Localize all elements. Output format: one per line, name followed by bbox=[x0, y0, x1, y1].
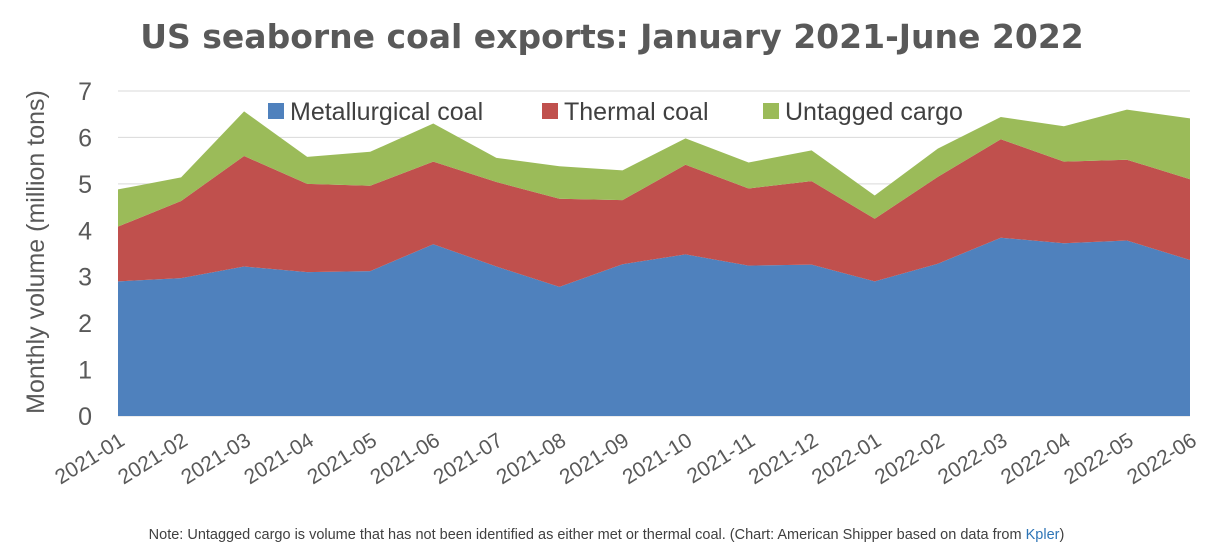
y-tick-label: 7 bbox=[78, 78, 92, 106]
y-tick-label: 2 bbox=[78, 310, 92, 338]
x-tick-label: 2021-01 bbox=[51, 429, 129, 489]
chart-title: US seaborne coal exports: January 2021-J… bbox=[140, 17, 1084, 56]
y-tick-label: 5 bbox=[78, 171, 92, 199]
x-tick-label: 2021-03 bbox=[177, 429, 255, 489]
x-tick-label: 2021-11 bbox=[683, 429, 759, 489]
x-tick-label: 2021-07 bbox=[429, 429, 507, 489]
x-tick-label: 2021-12 bbox=[745, 429, 823, 489]
x-tick-label: 2021-02 bbox=[114, 429, 192, 489]
y-tick-label: 3 bbox=[78, 264, 92, 292]
y-tick-label: 6 bbox=[78, 124, 92, 152]
plot-areas bbox=[118, 109, 1190, 416]
x-tick-label: 2022-02 bbox=[871, 429, 949, 489]
y-axis-label: Monthly volume (million tons) bbox=[22, 90, 50, 414]
y-tick-label: 0 bbox=[78, 403, 92, 431]
note-suffix: ) bbox=[1059, 527, 1065, 543]
x-tick-label: 2021-10 bbox=[619, 429, 697, 489]
legend: Metallurgical coal Thermal coal Untagged c… bbox=[268, 98, 963, 126]
legend-label-metallurgical-coal: Metallurgical coal bbox=[290, 98, 483, 126]
chart-svg: US seaborne coal exports: January 2021-J… bbox=[22, 17, 1201, 490]
x-tick-label: 2021-05 bbox=[303, 429, 381, 489]
legend-swatch-metallurgical-coal bbox=[268, 103, 284, 119]
x-tick-label: 2022-04 bbox=[997, 429, 1075, 490]
x-tick-label: 2022-03 bbox=[934, 429, 1012, 489]
x-tick-label: 2021-08 bbox=[493, 429, 571, 489]
source-link[interactable]: Kpler bbox=[1025, 527, 1060, 543]
legend-label-thermal-coal: Thermal coal bbox=[564, 98, 709, 126]
area-metallurgical-coal bbox=[118, 237, 1190, 416]
y-axis-ticks: 0 1 2 3 4 5 6 7 bbox=[78, 78, 92, 431]
x-tick-label: 2022-06 bbox=[1123, 429, 1201, 489]
x-tick-label: 2022-01 bbox=[808, 429, 886, 489]
x-tick-label: 2021-04 bbox=[240, 429, 318, 490]
area-thermal-coal bbox=[118, 139, 1190, 287]
legend-swatch-untagged-cargo bbox=[763, 103, 779, 119]
x-axis-ticks: 2021-012021-022021-032021-042021-052021-… bbox=[51, 429, 1201, 490]
note-text: Note: Untagged cargo is volume that has … bbox=[148, 527, 1026, 543]
x-tick-label: 2021-09 bbox=[556, 429, 634, 489]
y-tick-label: 4 bbox=[78, 217, 92, 245]
legend-label-untagged-cargo: Untagged cargo bbox=[785, 98, 963, 126]
x-tick-label: 2022-05 bbox=[1060, 429, 1138, 489]
chart-note: Note: Untagged cargo is volume that has … bbox=[0, 527, 1213, 543]
area-untagged-cargo bbox=[118, 109, 1190, 227]
y-tick-label: 1 bbox=[78, 357, 92, 385]
legend-swatch-thermal-coal bbox=[542, 103, 558, 119]
x-tick-label: 2021-06 bbox=[366, 429, 444, 489]
